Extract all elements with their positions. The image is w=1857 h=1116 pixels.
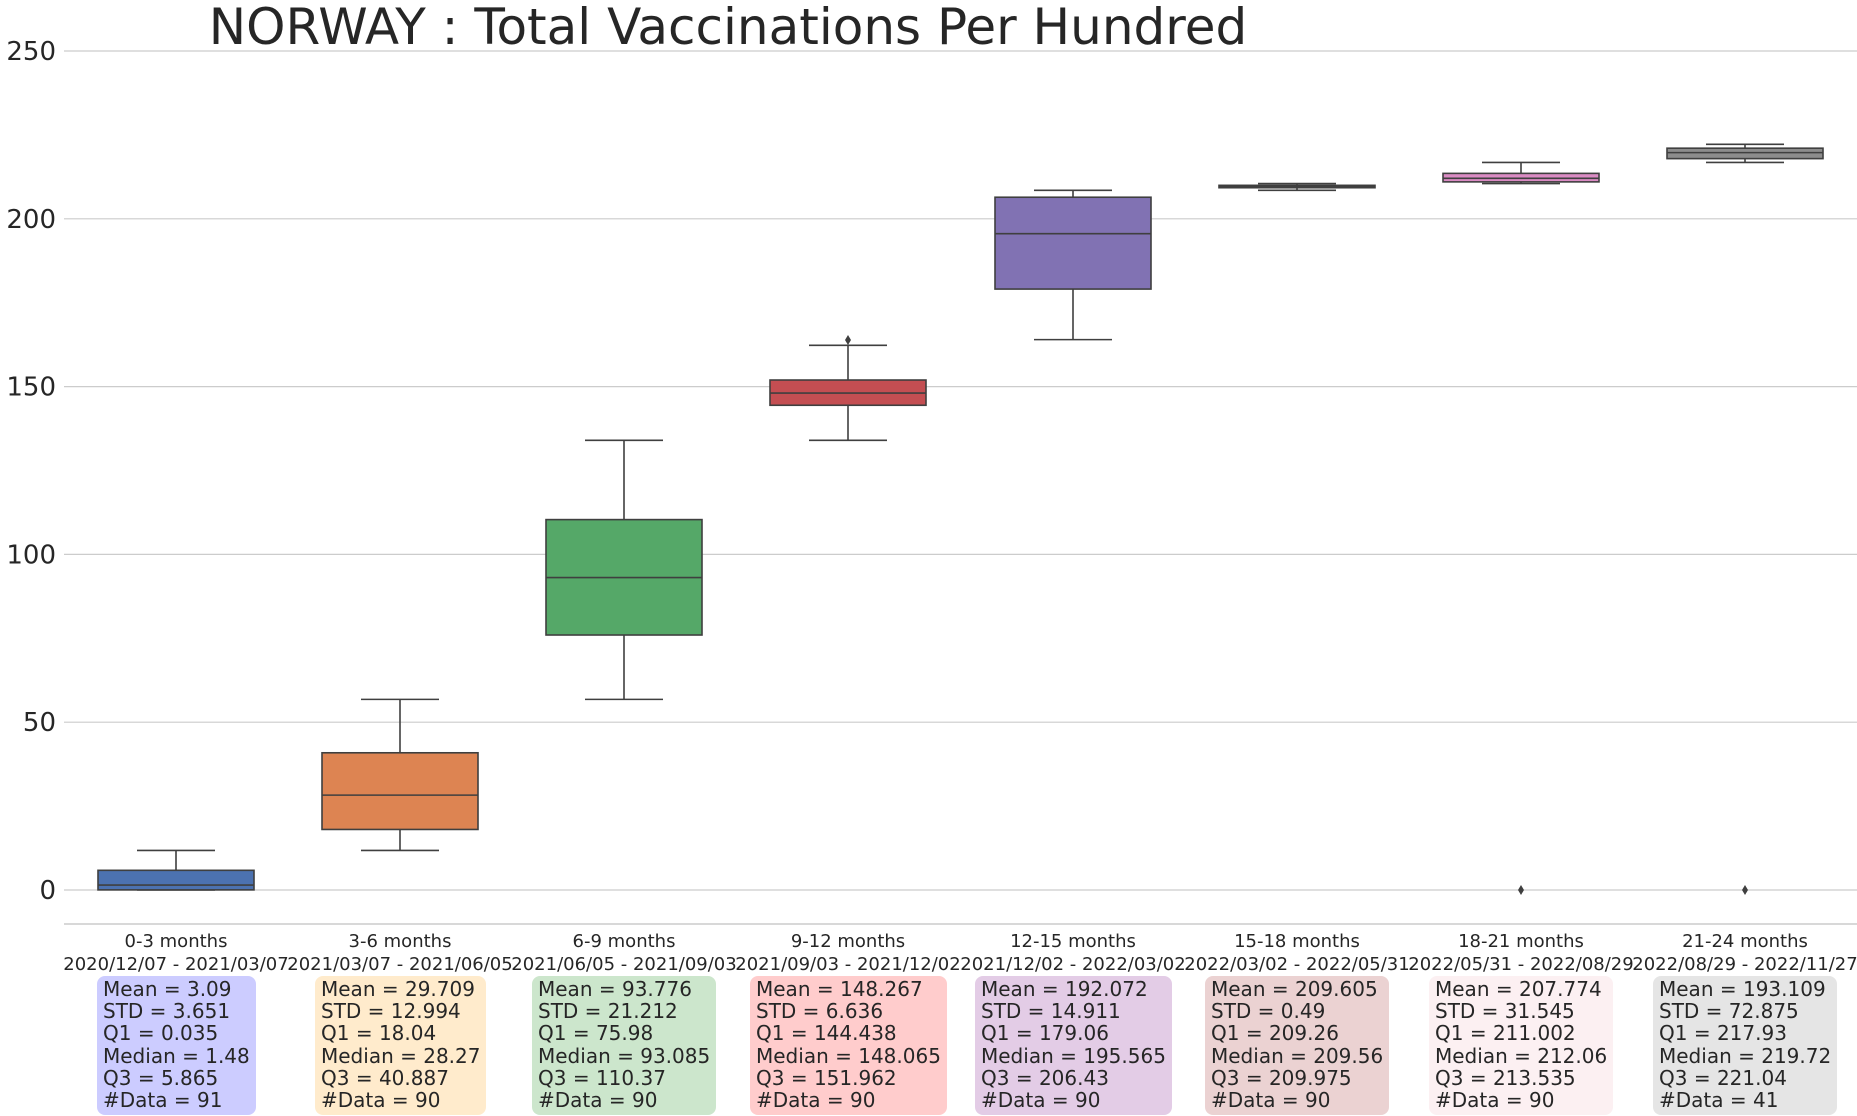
stats-line: Mean = 193.109 — [1659, 977, 1826, 1001]
stats-line: #Data = 90 — [321, 1088, 441, 1113]
stats-box-3: Mean = 148.267 STD = 6.636 Q1 = 144.438 Med… — [750, 976, 947, 1116]
stats-line: Mean = 29.709 — [321, 977, 475, 1001]
stats-box-7: Mean = 193.109 STD = 72.875 Q1 = 217.93 Med… — [1653, 976, 1838, 1116]
stats-line: Q1 = 144.438 — [756, 1021, 897, 1046]
stats-line: Median = 1.48 — [103, 1043, 250, 1068]
x-tick-date-range: 2021/03/07 - 2021/06/05 — [287, 954, 512, 975]
stats-line: Q3 = 151.962 — [756, 1065, 897, 1090]
stats-box-5: Mean = 209.605 STD = 0.49 Q1 = 209.26 Media… — [1205, 976, 1390, 1116]
x-tick-label: 15-18 months — [1234, 931, 1360, 952]
stats-line: Q1 = 217.93 — [1659, 1021, 1787, 1046]
stats-line: Q3 = 221.04 — [1659, 1065, 1787, 1090]
stats-line: Median = 209.56 — [1211, 1043, 1384, 1068]
box-7 — [1666, 143, 1824, 895]
stats-line: STD = 31.545 — [1435, 999, 1575, 1024]
stats-line: Q3 = 213.535 — [1435, 1065, 1576, 1090]
stats-line: Median = 212.06 — [1435, 1043, 1608, 1068]
chart-title: NORWAY : Total Vaccinations Per Hundred — [209, 0, 1247, 56]
outlier-point — [845, 334, 851, 345]
stats-line: #Data = 90 — [538, 1088, 658, 1113]
x-tick-date-range: 2021/09/03 - 2021/12/02 — [735, 954, 960, 975]
stats-line: STD = 3.651 — [103, 999, 231, 1024]
stats-box-6: Mean = 207.774 STD = 31.545 Q1 = 211.002 Me… — [1429, 976, 1614, 1116]
stats-line: Q1 = 75.98 — [538, 1021, 654, 1046]
stats-line: #Data = 90 — [756, 1088, 876, 1113]
stats-line: #Data = 90 — [1211, 1088, 1331, 1113]
grid-lines — [64, 50, 1857, 891]
x-tick-label: 6-9 months — [573, 931, 676, 952]
box-body — [97, 869, 255, 891]
stats-line: STD = 0.49 — [1211, 999, 1326, 1024]
stats-line: Q1 = 211.002 — [1435, 1021, 1576, 1046]
x-tick-label: 12-15 months — [1010, 931, 1136, 952]
stats-line: Mean = 148.267 — [756, 977, 923, 1001]
box-4 — [994, 189, 1152, 341]
stats-line: Q1 = 209.26 — [1211, 1021, 1339, 1046]
stats-line: Median = 219.72 — [1659, 1043, 1832, 1068]
stats-line: Q3 = 206.43 — [981, 1065, 1109, 1090]
stats-line: Mean = 93.776 — [538, 977, 692, 1001]
stats-line: STD = 21.212 — [538, 999, 678, 1024]
box-1 — [321, 698, 479, 852]
x-tick-date-range: 2021/12/02 - 2022/03/02 — [960, 954, 1185, 975]
stats-line: #Data = 90 — [981, 1088, 1101, 1113]
stats-line: Mean = 207.774 — [1435, 977, 1602, 1001]
stats-box-0: Mean = 3.09 STD = 3.651 Q1 = 0.035 Median =… — [97, 976, 256, 1116]
stats-line: STD = 12.994 — [321, 999, 461, 1024]
x-tick-date-range: 2022/03/02 - 2022/05/31 — [1184, 954, 1409, 975]
stats-line: Q1 = 18.04 — [321, 1021, 437, 1046]
x-tick-label: 18-21 months — [1458, 931, 1584, 952]
stats-line: Median = 93.085 — [538, 1043, 711, 1068]
stats-line: Q3 = 110.37 — [538, 1065, 666, 1090]
box-2 — [545, 439, 703, 701]
stats-line: STD = 6.636 — [756, 999, 884, 1024]
stats-line: Mean = 192.072 — [981, 977, 1148, 1001]
stats-line: Median = 148.065 — [756, 1043, 941, 1068]
x-tick-date-range: 2021/06/05 - 2021/09/03 — [511, 954, 736, 975]
stats-line: Q3 = 209.975 — [1211, 1065, 1352, 1090]
y-axis-ticks: 0 50 100 150 200 250 — [6, 37, 56, 906]
boxes — [97, 143, 1824, 895]
x-tick-date-range: 2020/12/07 - 2021/03/07 — [63, 954, 288, 975]
stats-line: #Data = 90 — [1435, 1088, 1555, 1113]
y-tick-label: 0 — [39, 876, 56, 906]
x-tick-date-range: 2022/08/29 - 2022/11/27 — [1632, 954, 1857, 975]
stats-line: Mean = 209.605 — [1211, 977, 1378, 1001]
box-body — [321, 751, 479, 831]
stats-line: Median = 28.27 — [321, 1043, 481, 1068]
y-tick-label: 250 — [6, 37, 56, 67]
stats-line: #Data = 91 — [103, 1088, 223, 1113]
x-tick-label: 9-12 months — [791, 931, 905, 952]
stats-box-4: Mean = 192.072 STD = 14.911 Q1 = 179.06 Med… — [975, 976, 1172, 1116]
box-5 — [1218, 182, 1376, 192]
x-tick-label: 3-6 months — [349, 931, 452, 952]
stats-box-2: Mean = 93.776 STD = 21.212 Q1 = 75.98 Media… — [532, 976, 717, 1116]
stats-line: Mean = 3.09 — [103, 977, 232, 1001]
x-tick-label: 21-24 months — [1682, 931, 1808, 952]
outlier-point — [1742, 885, 1748, 895]
stats-box-1: Mean = 29.709 STD = 12.994 Q1 = 18.04 Media… — [315, 976, 487, 1116]
stats-line: STD = 72.875 — [1659, 999, 1799, 1024]
y-tick-label: 150 — [6, 373, 56, 403]
box-0 — [97, 849, 255, 891]
stats-line: Q3 = 40.887 — [321, 1065, 449, 1090]
stats-line: #Data = 41 — [1659, 1088, 1779, 1113]
x-tick-date-range: 2022/05/31 - 2022/08/29 — [1408, 954, 1633, 975]
stats-line: Q1 = 179.06 — [981, 1021, 1109, 1046]
outlier-point — [1518, 885, 1524, 895]
x-tick-label: 0-3 months — [125, 931, 228, 952]
y-tick-label: 200 — [6, 205, 56, 235]
y-tick-label: 100 — [6, 540, 56, 570]
stats-line: Q1 = 0.035 — [103, 1021, 219, 1046]
box-6 — [1442, 161, 1600, 895]
stats-line: STD = 14.911 — [981, 999, 1121, 1024]
stats-line: Q3 = 5.865 — [103, 1065, 219, 1090]
stats-line: Median = 195.565 — [981, 1043, 1166, 1068]
box-3 — [769, 334, 927, 442]
box-body — [994, 196, 1152, 290]
y-tick-label: 50 — [23, 708, 56, 738]
